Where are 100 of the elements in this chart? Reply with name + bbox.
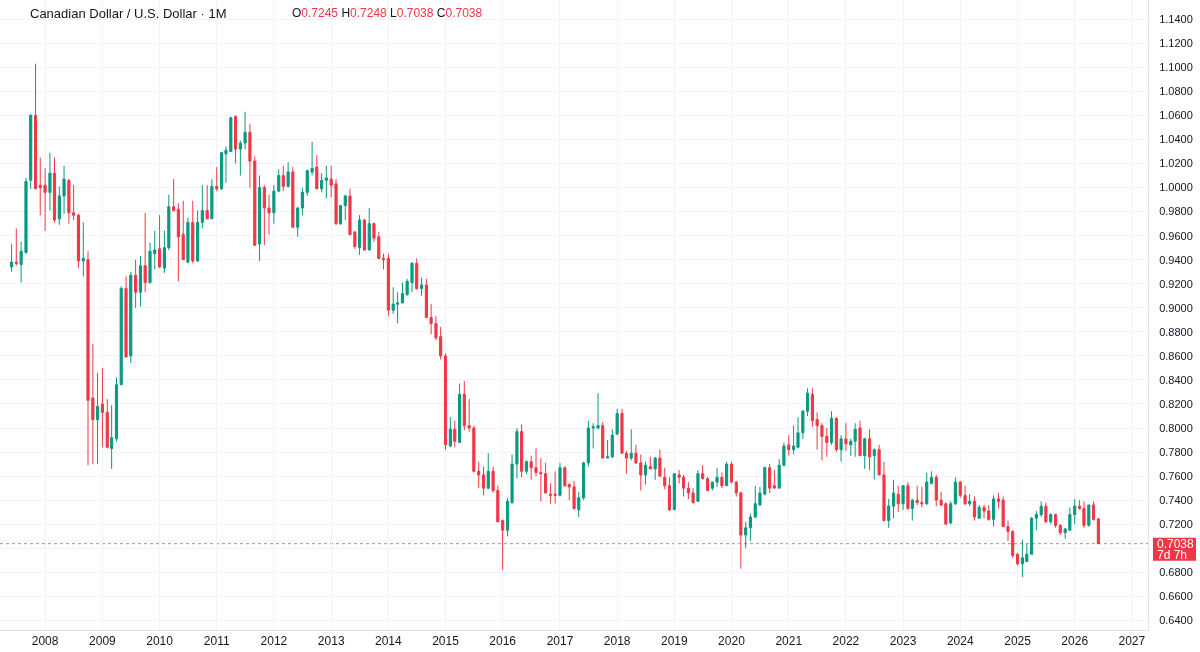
x-tick-label: 2015 <box>432 634 460 649</box>
y-tick-label: 0.9200 <box>1159 277 1193 290</box>
y-tick-label: 1.0600 <box>1159 109 1193 122</box>
candlestick <box>667 476 672 512</box>
candlestick <box>929 470 933 486</box>
candlestick <box>257 175 262 262</box>
candlestick <box>972 496 977 522</box>
candlestick <box>844 422 848 452</box>
y-tick-label: 0.7600 <box>1159 469 1193 482</box>
candlestick <box>872 447 876 481</box>
y-tick-label: 0.8600 <box>1159 349 1193 362</box>
candlestick <box>196 209 200 263</box>
x-tick-label: 2026 <box>1061 634 1089 649</box>
candlestick <box>663 467 667 490</box>
candlestick <box>129 271 133 364</box>
candlestick <box>1082 500 1086 529</box>
x-tick-label: 2008 <box>31 634 59 649</box>
x-tick-label: 2010 <box>146 634 174 649</box>
candlestick <box>891 479 896 519</box>
candlestick <box>1091 500 1096 522</box>
candlestick <box>415 257 419 291</box>
y-tick-label: 0.9400 <box>1159 253 1193 266</box>
candlestick <box>110 404 114 470</box>
y-tick-label: 1.0000 <box>1159 181 1193 194</box>
candlestick <box>853 422 857 458</box>
y-tick-label: 0.7400 <box>1159 494 1193 506</box>
candlestick <box>887 498 891 529</box>
x-tick-label: 2024 <box>946 634 974 649</box>
candlestick <box>963 485 967 506</box>
y-tick-label: 0.6400 <box>1159 614 1193 627</box>
candlestick <box>281 165 285 192</box>
candlestick <box>453 420 457 448</box>
y-tick-label: 0.6600 <box>1159 590 1193 603</box>
candlestick <box>320 172 324 193</box>
candlestick <box>553 470 557 505</box>
candlestick <box>787 434 791 457</box>
candlestick <box>868 428 872 471</box>
candlestick <box>572 480 576 511</box>
y-tick-label: 0.8800 <box>1159 325 1193 338</box>
candlestick <box>443 352 448 451</box>
candlestick <box>977 504 981 519</box>
candlestick <box>744 521 748 549</box>
y-tick-label: 0.8000 <box>1159 421 1193 434</box>
candlestick <box>748 512 752 542</box>
candlestick <box>52 157 57 223</box>
x-tick-label: 2014 <box>375 634 403 649</box>
candlestick <box>982 504 986 519</box>
candlestick <box>925 472 929 506</box>
candlestick <box>1054 512 1058 529</box>
candlestick <box>33 63 38 190</box>
candlestick <box>863 437 867 470</box>
y-tick-label: 1.1000 <box>1159 61 1193 74</box>
candlestick <box>1058 523 1062 536</box>
candlestick <box>910 498 914 522</box>
candlestick <box>105 398 109 449</box>
candlestick <box>839 434 843 463</box>
candlestick <box>134 259 138 309</box>
y-tick-label: 0.6800 <box>1159 566 1193 579</box>
candlestick <box>191 200 195 264</box>
candlestick <box>658 449 662 478</box>
y-tick-label: 1.0200 <box>1159 157 1193 170</box>
annotation: O0.7245 H0.7248 L0.7038 C0.7038 <box>292 6 483 20</box>
candlestick <box>896 485 900 513</box>
candlestick <box>95 372 100 465</box>
y-tick-label: 0.8400 <box>1159 373 1193 386</box>
candlestick <box>672 473 676 511</box>
candlestick <box>296 206 300 238</box>
x-tick-label: 2022 <box>832 634 860 649</box>
candlestick <box>610 428 614 459</box>
candlestick <box>681 474 686 498</box>
candlestick <box>992 494 996 528</box>
candlestick <box>458 383 462 443</box>
candlestick <box>343 194 347 221</box>
candlestick <box>768 463 772 494</box>
y-tick-label: 1.1200 <box>1159 37 1193 50</box>
candlestick <box>720 472 724 489</box>
candlestick <box>100 367 104 448</box>
x-tick-label: 2017 <box>546 634 574 649</box>
candlestick <box>705 476 710 492</box>
candlestick <box>205 184 209 220</box>
candlestick <box>772 469 776 489</box>
candlestick <box>696 469 700 502</box>
candlestick <box>357 214 362 256</box>
candlestick <box>901 485 905 511</box>
x-tick-label: 2011 <box>203 634 230 649</box>
candlestick <box>968 493 972 507</box>
candlestick <box>186 217 190 264</box>
candlestick <box>715 467 719 488</box>
candlestick <box>362 218 366 251</box>
candlestick <box>558 462 562 498</box>
candlestick <box>953 476 957 506</box>
candlestick <box>725 461 729 487</box>
x-tick-label: 2016 <box>489 634 517 649</box>
candlestick <box>158 214 162 269</box>
candlestick <box>858 420 862 457</box>
y-tick-label: 0.9000 <box>1159 301 1193 314</box>
candlestick <box>233 114 238 165</box>
candlestick <box>286 161 290 189</box>
candlestick <box>729 461 734 484</box>
text: Canadian Dollar / U.S. Dollar · 1M <box>30 5 227 21</box>
